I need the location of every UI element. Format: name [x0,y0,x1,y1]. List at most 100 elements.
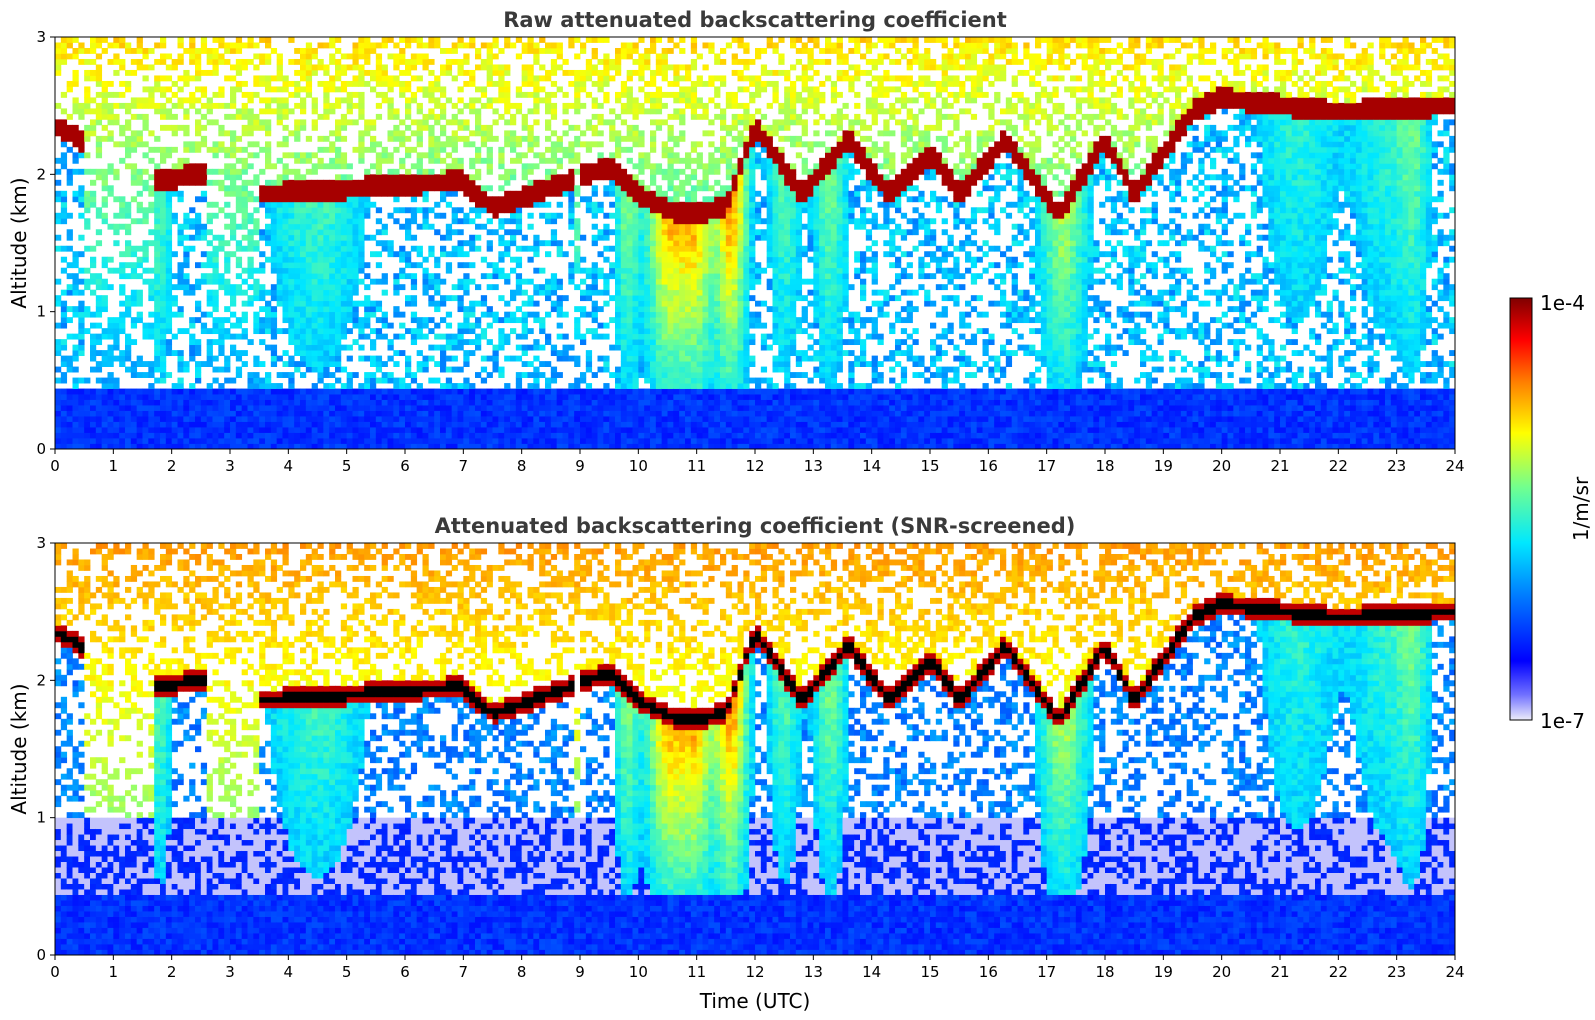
heatmap-cell [230,191,236,197]
heatmap-cell [603,427,609,433]
heatmap-cell [341,257,347,263]
heatmap-cell [323,367,329,373]
heatmap-cell [586,147,592,153]
heatmap-cell [300,202,306,208]
heatmap-cell [335,163,341,169]
heatmap-cell [341,279,347,285]
heatmap-cell [644,268,650,274]
heatmap-cell [440,422,446,428]
heatmap-cell [160,86,166,92]
heatmap-cell [341,394,347,400]
heatmap-cell [516,356,522,362]
heatmap-cell [172,147,178,153]
heatmap-cell [160,92,166,98]
heatmap-cell [458,125,464,131]
heatmap-cell [137,312,143,318]
heatmap-cell [627,191,633,197]
heatmap-cell [656,306,662,312]
heatmap-cell [178,422,184,428]
heatmap-cell [154,433,160,439]
heatmap-cell [592,301,598,307]
heatmap-cell [428,317,434,323]
heatmap-cell [323,191,329,197]
heatmap-cell [563,180,569,186]
heatmap-cell [598,306,604,312]
heatmap-cell [61,53,67,59]
heatmap-cell [423,273,429,279]
heatmap-cell [347,405,353,411]
heatmap-cell [627,378,633,384]
heatmap-cell [627,416,633,422]
heatmap-cell [563,356,569,362]
heatmap-cell [574,422,580,428]
heatmap-cell [633,433,639,439]
heatmap-cell [283,273,289,279]
heatmap-cell [90,257,96,263]
heatmap-cell [662,328,668,334]
heatmap-cell [493,438,499,444]
heatmap-cell [533,119,539,125]
heatmap-cell [469,218,475,224]
heatmap-cell [545,279,551,285]
heatmap-cell [621,207,627,213]
heatmap-cell [446,339,452,345]
heatmap-cell [568,42,574,48]
heatmap-cell [67,405,73,411]
heatmap-cell [277,268,283,274]
heatmap-cell [364,169,370,175]
heatmap-cell [393,394,399,400]
heatmap-cell [125,339,131,345]
heatmap-cell [662,284,668,290]
heatmap-cell [277,224,283,230]
heatmap-cell [498,367,504,373]
heatmap-cell [627,301,633,307]
heatmap-cell [487,284,493,290]
heatmap-cell [242,334,248,340]
heatmap-cell [201,405,207,411]
heatmap-cell [236,284,242,290]
heatmap-cell [230,224,236,230]
heatmap-cell [154,279,160,285]
heatmap-cell [283,427,289,433]
heatmap-cell [283,372,289,378]
heatmap-cell [335,240,341,246]
heatmap-cell [236,64,242,70]
heatmap-cell [102,174,108,180]
heatmap-cell [668,405,674,411]
heatmap-cell [656,422,662,428]
heatmap-cell [493,42,499,48]
heatmap-cell [586,405,592,411]
heatmap-cell [113,42,119,48]
heatmap-cell [137,438,143,444]
heatmap-cell [568,427,574,433]
heatmap-cell [627,251,633,257]
heatmap-cell [644,246,650,252]
heatmap-cell [67,422,73,428]
heatmap-cell [621,86,627,92]
heatmap-cell [166,202,172,208]
heatmap-cell [195,422,201,428]
heatmap-cell [73,125,79,131]
heatmap-cell [259,81,265,87]
heatmap-cell [300,356,306,362]
heatmap-cell [300,185,306,191]
heatmap-cell [638,306,644,312]
heatmap-cell [417,53,423,59]
heatmap-cell [358,416,364,422]
heatmap-cell [469,70,475,76]
heatmap-cell [137,290,143,296]
heatmap-cell [160,147,166,153]
heatmap-cell [271,290,277,296]
heatmap-cell [615,295,621,301]
heatmap-cell [300,246,306,252]
heatmap-cell [341,229,347,235]
heatmap-cell [294,411,300,417]
heatmap-cell [358,411,364,417]
heatmap-cell [411,422,417,428]
heatmap-cell [592,284,598,290]
heatmap-cell [545,422,551,428]
heatmap-cell [633,70,639,76]
heatmap-cell [557,185,563,191]
heatmap-cell [213,169,219,175]
heatmap-cell [487,147,493,153]
